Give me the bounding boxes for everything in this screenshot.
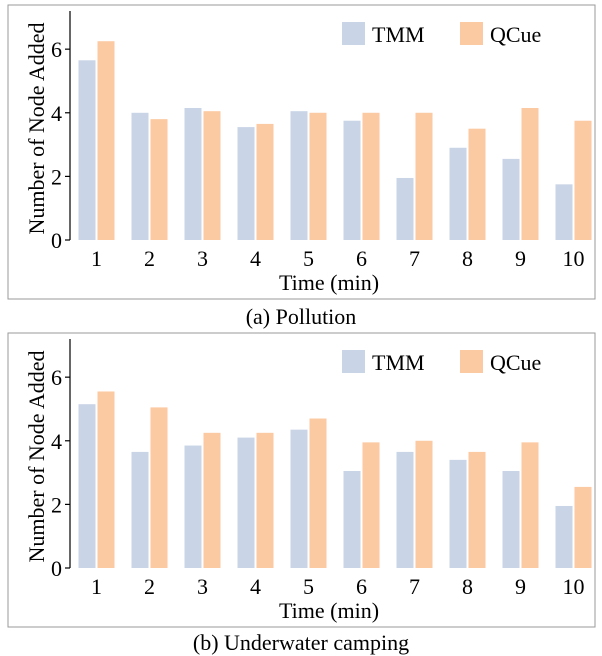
y-tick-label: 4 (51, 429, 62, 454)
x-tick-label: 1 (91, 246, 102, 271)
y-tick-label: 0 (51, 228, 62, 253)
bar-tmm-2 (131, 112, 149, 240)
bar-tmm-1 (78, 60, 96, 240)
legend-label-qcue: QCue (490, 350, 541, 375)
bar-tmm-3 (184, 108, 202, 240)
bar-tmm-7 (396, 177, 414, 240)
y-tick-label: 2 (51, 492, 62, 517)
bar-tmm-9 (502, 158, 520, 240)
bar-qcue-6 (362, 442, 380, 568)
bar-qcue-1 (97, 41, 115, 241)
x-tick-label: 6 (356, 246, 367, 271)
x-tick-label: 7 (409, 574, 420, 599)
legend-swatch-qcue (460, 22, 483, 45)
bar-tmm-7 (396, 451, 414, 568)
x-tick-label: 4 (250, 246, 261, 271)
y-axis-label: Number of Node Added (24, 350, 49, 562)
bar-tmm-6 (343, 120, 361, 240)
bar-qcue-8 (468, 128, 486, 240)
bar-qcue-9 (521, 108, 539, 240)
x-axis-label: Time (min) (279, 270, 379, 295)
y-tick-label: 6 (51, 37, 62, 62)
bar-qcue-10 (574, 486, 592, 568)
legend-swatch-tmm (342, 350, 365, 373)
bar-qcue-10 (574, 120, 592, 240)
x-tick-label: 3 (197, 246, 208, 271)
x-tick-label: 1 (91, 574, 102, 599)
bar-qcue-9 (521, 442, 539, 568)
bar-tmm-5 (290, 111, 308, 240)
bar-tmm-4 (237, 127, 255, 240)
bar-qcue-3 (203, 432, 221, 568)
legend-swatch-qcue (460, 350, 483, 373)
bar-qcue-8 (468, 451, 486, 568)
bar-qcue-4 (256, 123, 274, 240)
x-tick-label: 6 (356, 574, 367, 599)
legend-label-tmm: TMM (372, 350, 425, 375)
legend-label-tmm: TMM (372, 22, 425, 47)
bar-qcue-6 (362, 112, 380, 240)
plot-frame (7, 332, 596, 628)
y-tick-label: 6 (51, 365, 62, 390)
x-axis-label: Time (min) (279, 598, 379, 623)
bar-tmm-1 (78, 404, 96, 568)
caption-pollution: (a) Pollution (245, 304, 357, 329)
caption-underwater-camping: (b) Underwater camping (192, 630, 410, 655)
bar-qcue-7 (415, 440, 433, 568)
bar-tmm-10 (555, 184, 573, 240)
x-tick-label: 9 (515, 574, 526, 599)
bar-tmm-4 (237, 437, 255, 568)
x-tick-label: 4 (250, 574, 261, 599)
bar-qcue-7 (415, 112, 433, 240)
bar-qcue-2 (150, 407, 168, 568)
x-tick-label: 10 (563, 574, 585, 599)
x-tick-label: 2 (144, 246, 155, 271)
bar-qcue-3 (203, 111, 221, 240)
x-tick-label: 8 (462, 574, 473, 599)
x-tick-label: 3 (197, 574, 208, 599)
bar-tmm-3 (184, 445, 202, 568)
x-tick-label: 10 (563, 246, 585, 271)
y-tick-label: 2 (51, 164, 62, 189)
x-tick-label: 2 (144, 574, 155, 599)
bar-qcue-5 (309, 112, 327, 240)
y-tick-label: 0 (51, 556, 62, 581)
bar-tmm-8 (449, 147, 467, 240)
bar-tmm-5 (290, 429, 308, 568)
x-tick-label: 5 (303, 574, 314, 599)
bar-qcue-1 (97, 391, 115, 568)
bar-tmm-2 (131, 451, 149, 568)
plot-frame (7, 4, 596, 300)
y-tick-label: 4 (51, 101, 62, 126)
chart-pollution: 0 2 4 6 Number of Node Added 1 2 3 4 5 6 7 8 9 10 Time … (7, 4, 596, 300)
legend-swatch-tmm (342, 22, 365, 45)
bar-tmm-10 (555, 505, 573, 568)
x-tick-label: 7 (409, 246, 420, 271)
bar-qcue-4 (256, 432, 274, 568)
x-tick-label: 8 (462, 246, 473, 271)
chart-underwater-camping: 0 2 4 6 Number of Node Added 1 2 3 4 5 6 7 8 9 10 Time … (0, 328, 602, 656)
bar-tmm-8 (449, 459, 467, 568)
bar-tmm-9 (502, 470, 520, 568)
legend-label-qcue: QCue (490, 22, 541, 47)
y-axis-label: Number of Node Added (24, 22, 49, 234)
bar-qcue-5 (309, 418, 327, 568)
bar-tmm-6 (343, 470, 361, 568)
bar-qcue-2 (150, 119, 168, 240)
x-tick-label: 9 (515, 246, 526, 271)
x-tick-label: 5 (303, 246, 314, 271)
